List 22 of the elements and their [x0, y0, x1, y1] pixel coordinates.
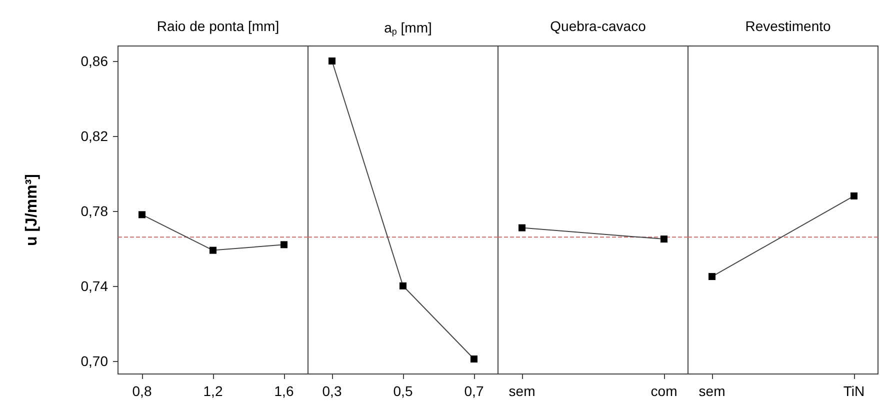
y-tick-label: 0,82: [80, 128, 108, 144]
x-tick-label: 0,7: [464, 383, 484, 399]
chart-title: Quebra-cavaco: [550, 18, 646, 34]
x-tick-label: 0,8: [132, 383, 152, 399]
y-tick-label: 0,70: [80, 352, 108, 369]
x-tick-label: 0,5: [393, 383, 413, 399]
chart-title: Raio de ponta [mm]: [156, 18, 280, 34]
x-tick-label: 1,6: [274, 383, 294, 399]
point: [280, 241, 288, 248]
x-tick-label: 1,2: [203, 383, 223, 399]
y-tick-label: 0,74: [80, 278, 108, 294]
x-tick-label: sem: [508, 383, 536, 399]
chart-title: Revestimento: [745, 18, 832, 34]
x-tick-label: TiN: [843, 383, 865, 399]
y-axis-title: u [J/mm³]: [24, 174, 40, 246]
x-tick-label: 0,3: [322, 383, 342, 399]
y-tick-label: 0,86: [80, 52, 108, 69]
x-tick-label: com: [650, 383, 678, 399]
point: [138, 211, 146, 218]
point: [210, 246, 216, 254]
y-tick-label: 0,78: [80, 202, 108, 219]
x-tick-label: sem: [698, 383, 726, 399]
